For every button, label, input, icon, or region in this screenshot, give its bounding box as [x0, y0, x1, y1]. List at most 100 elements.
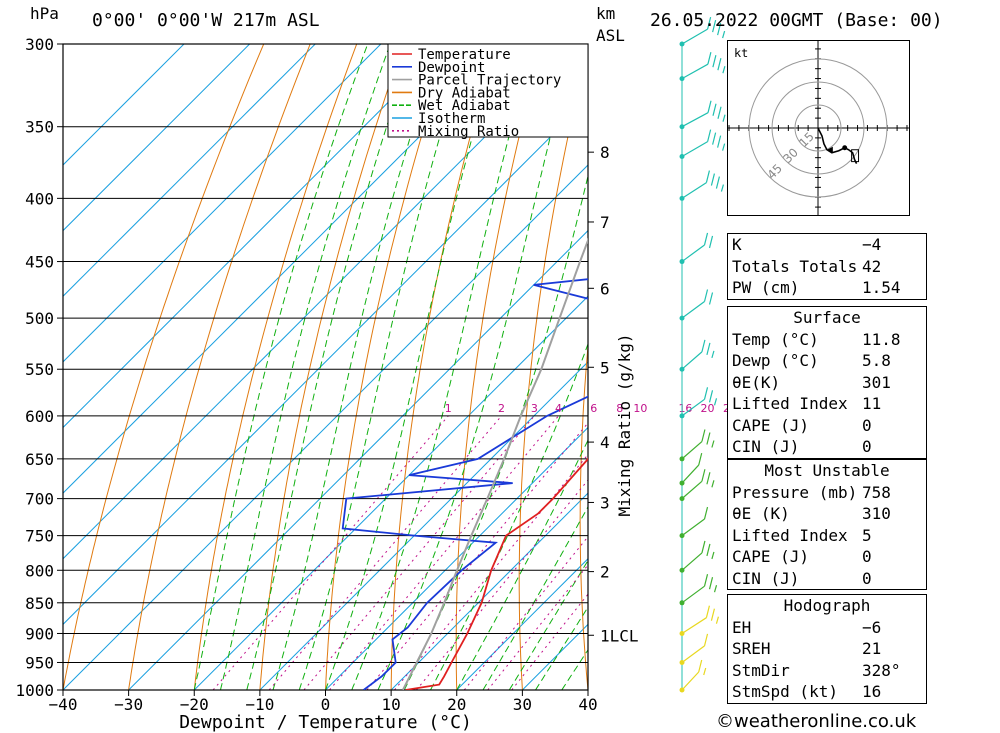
- wind-barb-flag: [703, 387, 709, 400]
- index-label: θE(K): [732, 372, 781, 392]
- index-value: 42: [862, 256, 882, 276]
- index-value: 21: [862, 639, 882, 658]
- mixing-ratio-label: 2: [498, 402, 505, 415]
- wind-barb: [679, 574, 718, 606]
- isotherm-line: [63, 44, 382, 363]
- index-value: 16: [862, 682, 882, 701]
- wind-barb-dot: [679, 124, 685, 130]
- wind-barb-flag: [698, 452, 703, 466]
- index-label: K: [732, 235, 742, 254]
- x-tick-label: 40: [578, 695, 597, 714]
- wet-adiabat-line: [508, 559, 588, 690]
- index-value: 11.8: [862, 329, 901, 349]
- legend-entry: Dry Adiabat: [418, 85, 511, 101]
- pressure-tick-label: 300: [25, 35, 54, 54]
- isotherm-line: [456, 558, 588, 690]
- dry-adiabat-line: [639, 44, 682, 690]
- mixing-ratio-label: 8: [616, 402, 623, 415]
- index-value: 11: [862, 394, 882, 413]
- height-tick-label: 1LCL: [600, 626, 639, 645]
- mixing-ratio-line: [394, 453, 588, 690]
- wind-barb-halfflag: [715, 616, 720, 624]
- isotherm-line: [128, 229, 588, 690]
- index-value: 301: [862, 372, 891, 392]
- index-label: Pressure (mb): [732, 482, 858, 502]
- wind-barb-halfflag: [722, 143, 726, 151]
- index-value: 5: [862, 525, 872, 545]
- pressure-tick-label: 450: [25, 253, 54, 272]
- legend-entry: Dewpoint: [418, 60, 485, 76]
- index-label: Dewp (°C): [732, 351, 819, 370]
- wind-barb-halfflag: [713, 585, 718, 593]
- legend-entry: Mixing Ratio: [418, 124, 519, 140]
- hodograph-unit-label: kt: [734, 46, 748, 60]
- wind-barb-staff: [681, 112, 709, 128]
- wind-barb-staff: [681, 441, 703, 460]
- mixing-ratio-line: [329, 415, 559, 690]
- wet-adiabat-line: [325, 44, 500, 690]
- wind-barb-flag: [715, 176, 721, 189]
- index-row: Dewp (°C) 5.8: [728, 350, 926, 372]
- wind-barb-flag: [717, 22, 722, 36]
- height-tick-label: 4: [600, 433, 610, 452]
- height-tick-label: 8: [600, 143, 610, 162]
- isotherm-line: [63, 44, 447, 429]
- hodograph-ring-label: 30: [780, 145, 801, 166]
- legend-entry: Isotherm: [418, 111, 485, 127]
- height-tick-label: 6: [600, 279, 610, 298]
- wind-barb-flag: [708, 235, 714, 249]
- x-tick-label: −30: [114, 695, 143, 714]
- wind-barb-staff: [681, 398, 705, 417]
- index-value: 758: [862, 482, 891, 502]
- mixing-ratio-line: [487, 564, 588, 690]
- wind-barb-flag: [712, 55, 717, 68]
- wet-adiabat-line: [272, 44, 441, 690]
- wind-barb: [679, 129, 726, 160]
- index-value: 328°: [862, 660, 901, 680]
- hodograph-ring: [794, 104, 842, 152]
- mixing-ratio-label: 4: [555, 402, 562, 415]
- mixing-ratio-label: 20: [701, 402, 715, 415]
- wet-adiabat-line: [430, 342, 588, 690]
- wind-barb: [679, 387, 718, 419]
- wet-adiabat-line: [298, 44, 469, 690]
- wind-barb-flag: [703, 232, 709, 246]
- isotherm-line: [63, 44, 250, 232]
- wind-barb-flag: [717, 135, 722, 148]
- wind-barb-flag: [712, 103, 717, 116]
- wind-barb-halfflag: [713, 398, 718, 406]
- index-row: K −4: [728, 234, 926, 256]
- index-label: Lifted Index: [732, 394, 848, 413]
- wind-barb-flag: [705, 605, 711, 618]
- index-row: PW (cm) 1.54: [728, 277, 926, 299]
- wind-barb-flag: [698, 659, 703, 673]
- indices-hodograph-box: Hodograph EH −6 SREH 21 StmDir 328° StmSpd (kt)…: [727, 594, 927, 704]
- index-row: CIN (J) 0: [728, 568, 926, 590]
- x-tick-label: 10: [381, 695, 400, 714]
- hodograph-arrow: [826, 146, 833, 153]
- index-label: StmDir: [732, 660, 790, 680]
- wind-barb-halfflag: [722, 114, 726, 122]
- datetime-label: 26.05.2022 00GMT (Base: 00): [650, 10, 943, 31]
- index-label: θE (K): [732, 504, 790, 523]
- wind-barb-flag: [717, 106, 722, 119]
- wind-barb-flag: [707, 16, 712, 30]
- index-label: CAPE (J): [732, 547, 810, 566]
- index-label: CIN (J): [732, 437, 800, 456]
- index-value: −6: [862, 617, 882, 637]
- index-row: Pressure (mb) 758: [728, 482, 926, 504]
- mixing-ratio-line: [268, 415, 502, 690]
- height-unit-asl-label: ASL: [596, 26, 625, 45]
- wind-barb-staff: [681, 671, 700, 691]
- wind-barb: [679, 605, 720, 636]
- wind-barb-staff: [681, 480, 703, 500]
- index-label: EH: [732, 617, 752, 637]
- isotherm-line: [390, 492, 588, 690]
- isotherm-line: [63, 44, 185, 166]
- index-row: Lifted Index 5: [728, 525, 926, 547]
- wind-barb: [679, 289, 714, 321]
- wet-adiabat-line: [535, 606, 588, 690]
- index-section-title: Most Unstable: [764, 461, 890, 480]
- index-row: θE(K) 301: [728, 372, 926, 394]
- x-tick-label: 20: [447, 695, 466, 714]
